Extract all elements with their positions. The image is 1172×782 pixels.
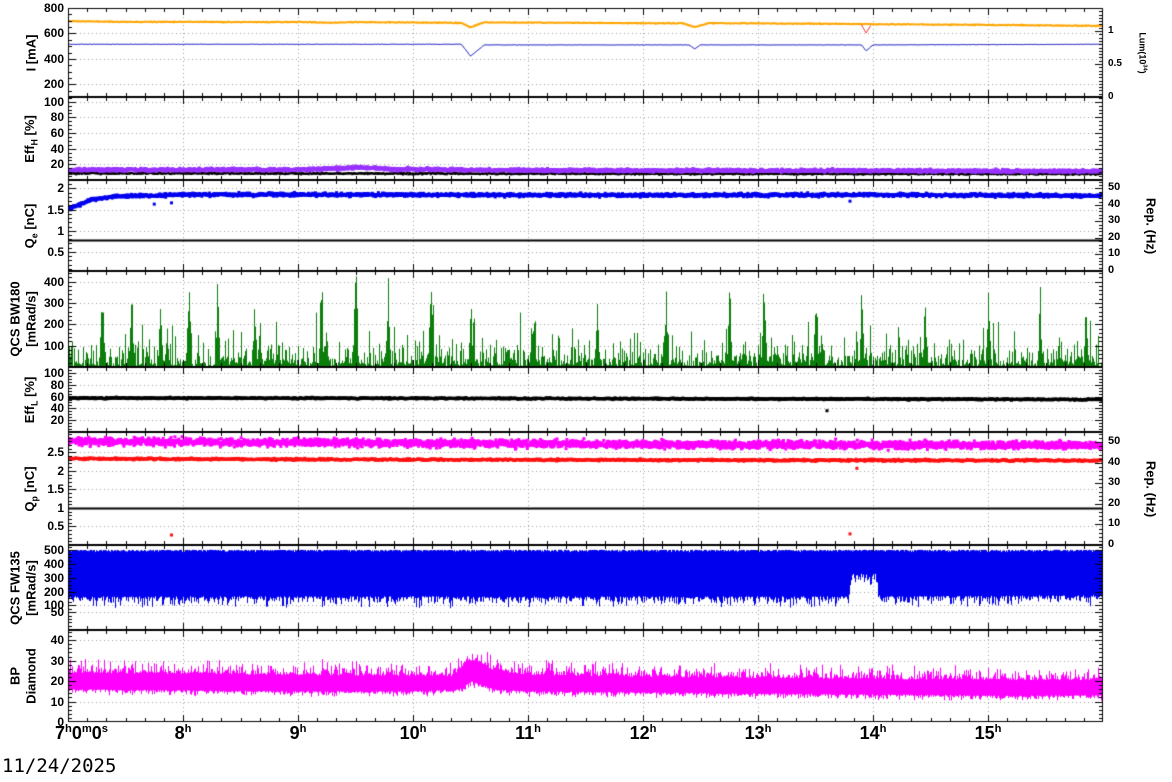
date-label: 11/24/2025 <box>2 755 117 777</box>
